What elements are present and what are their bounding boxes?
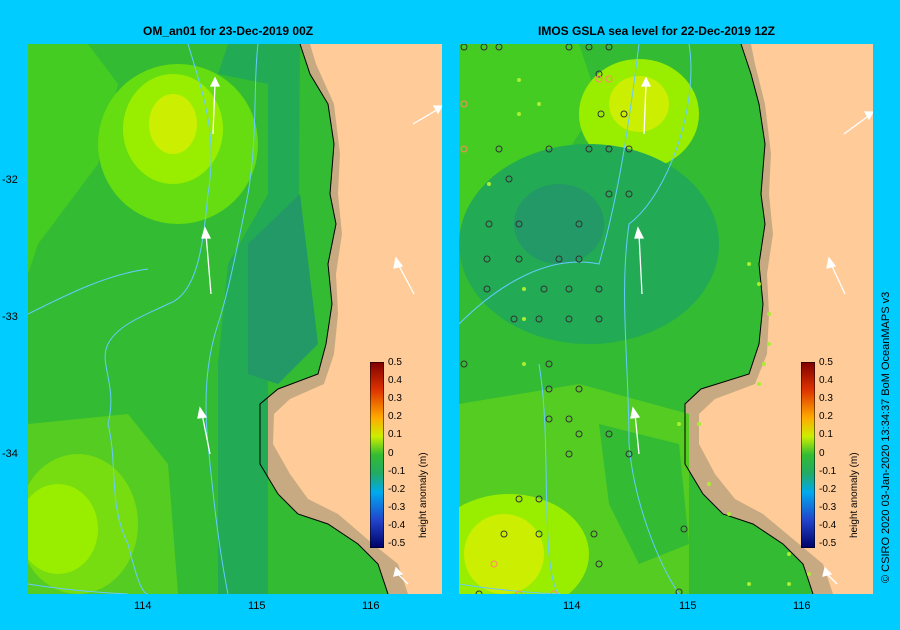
- coastline: [259, 44, 389, 594]
- shelf-area: [260, 44, 408, 594]
- right-map-panel[interactable]: 0.5 0.4 0.3 0.2 0.1 0 -0.1 -0.2 -0.3 -0.…: [459, 44, 873, 594]
- arrow-head: [634, 226, 645, 239]
- right-panel-title: IMOS GSLA sea level for 22-Dec-2019 12Z: [538, 24, 775, 38]
- right-colorbar: 0.5 0.4 0.3 0.2 0.1 0 -0.1 -0.2 -0.3 -0.…: [801, 358, 860, 549]
- cb-label: 0: [819, 448, 825, 459]
- cb-label: -0.3: [819, 502, 837, 513]
- cb-label: -0.1: [388, 466, 406, 477]
- colorbar-title: height anomaly (m): [849, 452, 860, 538]
- cb-label: -0.4: [819, 520, 837, 531]
- x-tick-label: 115: [248, 600, 266, 612]
- arrow-head: [822, 566, 833, 577]
- y-tick-label: -34: [2, 448, 18, 460]
- colorbar-gradient: [370, 362, 384, 548]
- x-tick-label: 116: [362, 600, 380, 612]
- left-colorbar: 0.5 0.4 0.3 0.2 0.1 0 -0.1 -0.2 -0.3 -0.…: [370, 358, 429, 549]
- current-vectors: [197, 76, 442, 585]
- left-map-svg: [28, 44, 442, 594]
- arrow-head: [197, 406, 208, 419]
- cb-label: 0.2: [819, 411, 833, 422]
- x-tick-label: 114: [563, 600, 581, 612]
- arrow-head: [640, 76, 652, 87]
- arrow-head: [201, 226, 212, 239]
- cb-label: 0.2: [388, 411, 402, 422]
- cb-label: -0.2: [819, 484, 837, 495]
- arrow-head: [393, 256, 404, 269]
- observation-points: [460, 44, 688, 594]
- arrow-head: [826, 256, 837, 269]
- y-tick-label: -32: [2, 174, 18, 186]
- bathymetry-contours: [459, 44, 692, 594]
- arrow-head: [393, 566, 404, 577]
- arrow-head: [209, 76, 221, 87]
- y-tick-label: -33: [2, 311, 18, 323]
- cb-label: -0.2: [388, 484, 406, 495]
- cb-label: 0: [388, 448, 394, 459]
- cb-label: 0.3: [819, 393, 833, 404]
- observation-points-small: [487, 78, 811, 586]
- x-tick-label: 114: [134, 600, 152, 612]
- current-vectors: [630, 76, 873, 585]
- cb-label: 0.4: [388, 375, 402, 386]
- coastline: [684, 44, 814, 594]
- cb-label: 0.1: [388, 429, 402, 440]
- cb-label: -0.3: [388, 502, 406, 513]
- cb-label: 0.5: [819, 357, 833, 368]
- bathymetry-contours: [28, 44, 259, 594]
- left-panel-title: OM_an01 for 23-Dec-2019 00Z: [143, 24, 314, 38]
- colorbar-title: height anomaly (m): [418, 452, 429, 538]
- cb-label: -0.1: [819, 466, 837, 477]
- cb-label: 0.1: [819, 429, 833, 440]
- credit-text: © CSIRO 2020 03-Jan-2020 13:34:37 BoM Oc…: [880, 291, 892, 583]
- arrow-head: [863, 111, 873, 121]
- cb-label: 0.5: [388, 357, 402, 368]
- right-map-svg: [459, 44, 873, 594]
- arrow-head: [432, 105, 442, 115]
- x-tick-label: 115: [679, 600, 697, 612]
- cb-label: -0.5: [388, 538, 406, 549]
- cb-label: -0.4: [388, 520, 406, 531]
- observation-points-high: [460, 75, 613, 594]
- arrow-head: [630, 406, 641, 419]
- cb-label: 0.4: [819, 375, 833, 386]
- colorbar-gradient: [801, 362, 815, 548]
- left-map-panel[interactable]: 0.5 0.4 0.3 0.2 0.1 0 -0.1 -0.2 -0.3 -0.…: [28, 44, 442, 594]
- cb-label: 0.3: [388, 393, 402, 404]
- x-tick-label: 116: [793, 600, 811, 612]
- cb-label: -0.5: [819, 538, 837, 549]
